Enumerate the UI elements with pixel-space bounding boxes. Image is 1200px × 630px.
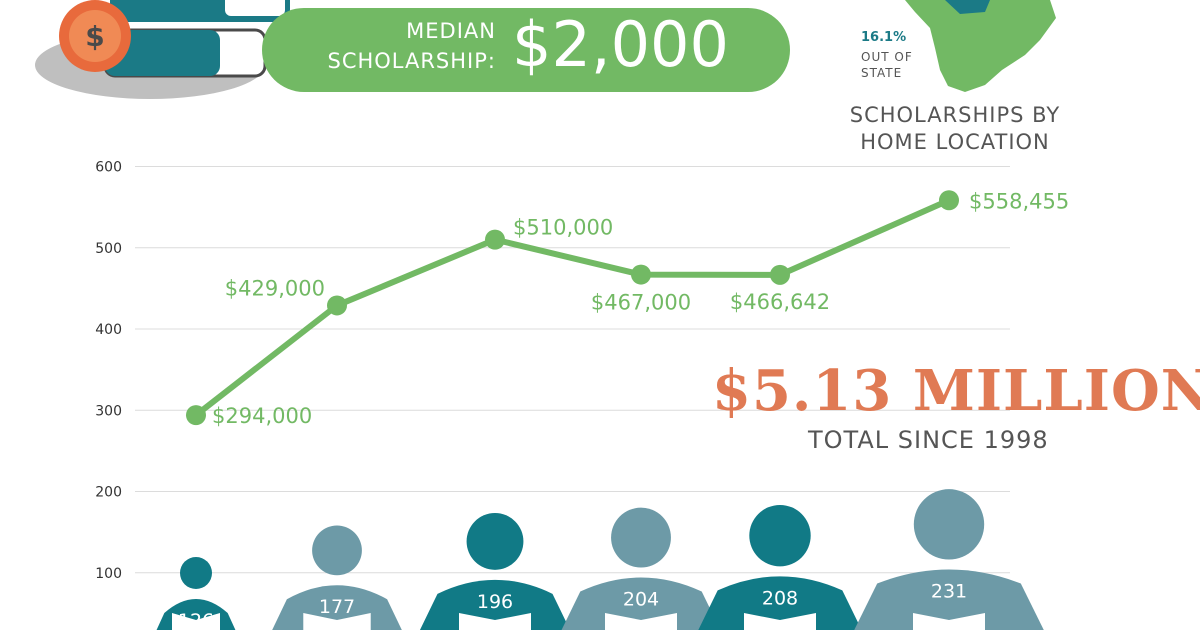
data-label: $510,000: [513, 216, 613, 240]
data-point: [631, 264, 651, 285]
person-count-label: 231: [931, 581, 967, 603]
median-banner: [262, 8, 790, 92]
data-label: $466,642: [730, 290, 830, 314]
person-icon: [854, 489, 1044, 630]
data-point: [327, 295, 347, 316]
person-icon: [156, 557, 236, 630]
person-count-label: 126: [178, 610, 214, 630]
person-icon: [272, 525, 402, 630]
median-scholarship-value: $2,000: [512, 8, 729, 81]
person-count-label: 196: [477, 591, 513, 613]
data-label: $558,455: [969, 189, 1069, 213]
person-icon: [698, 504, 862, 630]
total-amount: $5.13 MILLION: [712, 358, 1200, 424]
person-icon: [561, 507, 721, 630]
out-of-state-label: OUT OF STATE: [861, 50, 913, 80]
y-tick-label: 300: [95, 403, 122, 419]
data-label: $294,000: [212, 404, 312, 428]
svg-text:$: $: [85, 20, 104, 53]
person-count-label: 208: [762, 587, 798, 609]
y-tick-label: 500: [95, 241, 122, 257]
funding-line: [193, 197, 952, 419]
y-tick-label: 200: [95, 485, 122, 501]
out-of-state-percent: 16.1%: [861, 30, 907, 45]
person-count-label: 177: [319, 596, 355, 618]
y-tick-label: 600: [95, 160, 122, 176]
data-label: $429,000: [225, 276, 325, 300]
data-point: [485, 229, 505, 250]
person-count-label: 204: [623, 589, 659, 611]
y-tick-label: 100: [95, 566, 122, 582]
y-tick-label: 400: [95, 322, 122, 338]
data-label: $467,000: [591, 291, 691, 315]
data-point: [939, 190, 959, 211]
books-and-coin-icon: $: [59, 0, 290, 78]
data-point: [770, 264, 790, 285]
state-map-icon: [905, 0, 1056, 92]
data-point: [186, 405, 206, 426]
location-title: SCHOLARSHIPS BY HOME LOCATION: [849, 103, 1061, 154]
median-scholarship-label: MEDIAN SCHOLARSHIP:: [327, 19, 496, 73]
total-caption: TOTAL SINCE 1998: [808, 426, 1049, 454]
person-icon: [419, 512, 571, 630]
